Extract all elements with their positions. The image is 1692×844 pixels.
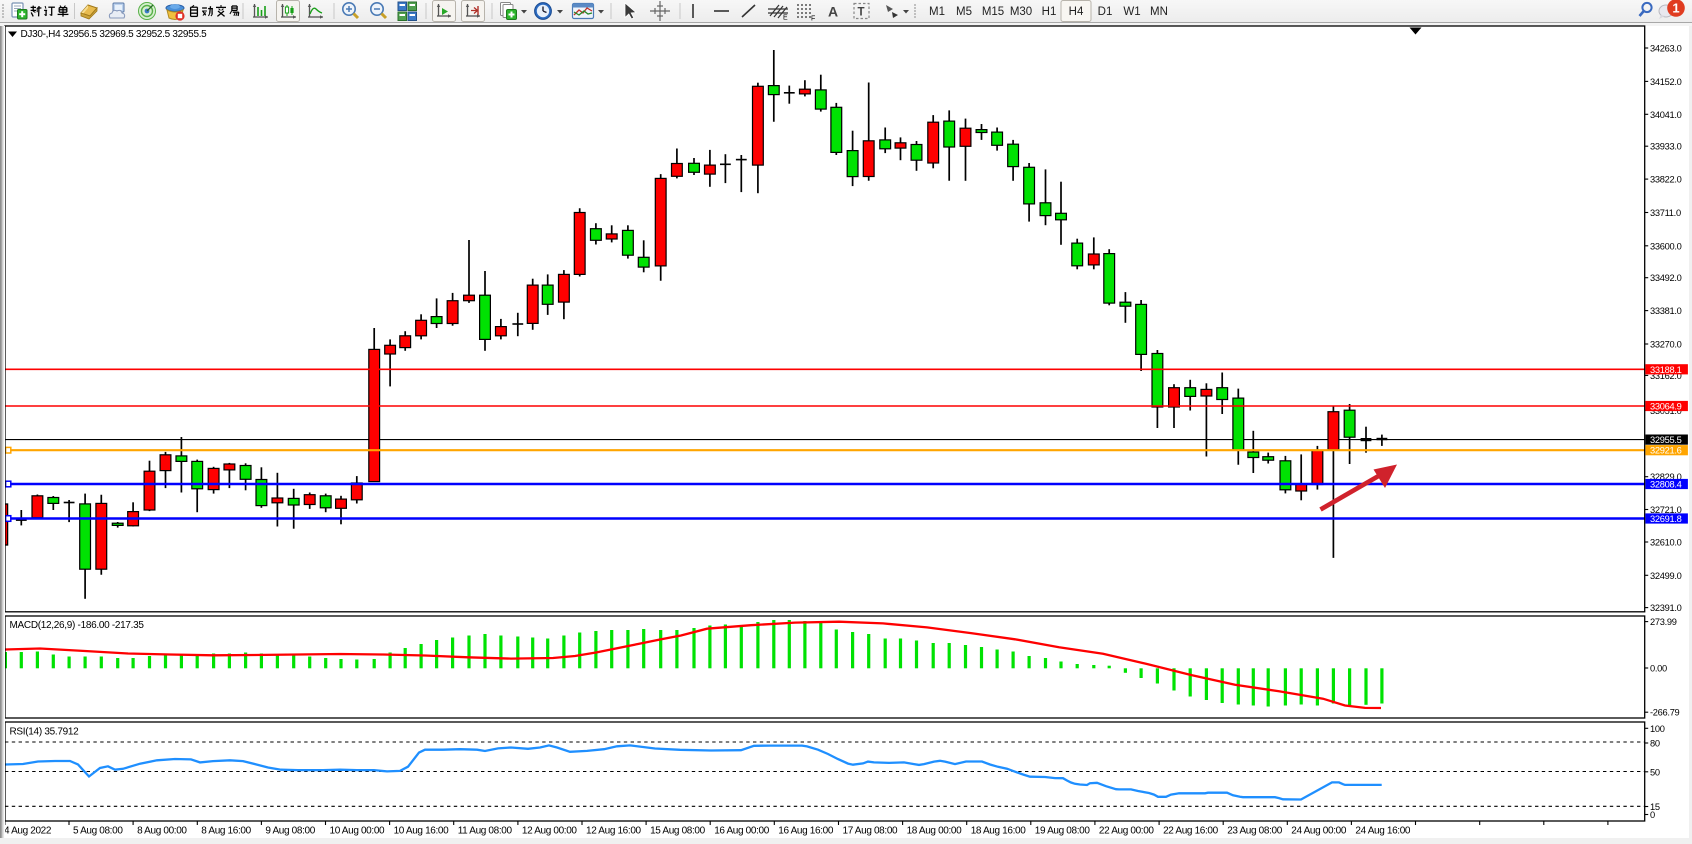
svg-text:12 Aug 00:00: 12 Aug 00:00 bbox=[522, 826, 578, 837]
svg-text:4 Aug 2022: 4 Aug 2022 bbox=[4, 826, 52, 837]
svg-text:32955.5: 32955.5 bbox=[1650, 435, 1682, 445]
svg-text:H4: H4 bbox=[1069, 6, 1084, 18]
svg-text:10 Aug 00:00: 10 Aug 00:00 bbox=[330, 826, 386, 837]
svg-text:16 Aug 00:00: 16 Aug 00:00 bbox=[714, 826, 770, 837]
svg-text:A: A bbox=[828, 4, 838, 20]
svg-text:33711.0: 33711.0 bbox=[1650, 208, 1681, 218]
svg-text:23 Aug 08:00: 23 Aug 08:00 bbox=[1227, 826, 1283, 837]
svg-text:33162.0: 33162.0 bbox=[1650, 371, 1682, 381]
svg-text:32391.0: 32391.0 bbox=[1650, 603, 1682, 613]
svg-text:33933.0: 33933.0 bbox=[1650, 142, 1682, 152]
svg-text:5 Aug 08:00: 5 Aug 08:00 bbox=[73, 826, 123, 837]
svg-text:34263.0: 34263.0 bbox=[1650, 44, 1682, 54]
svg-text:32808.4: 32808.4 bbox=[1650, 480, 1682, 490]
svg-text:33188.1: 33188.1 bbox=[1650, 365, 1682, 375]
svg-text:80: 80 bbox=[1650, 739, 1660, 749]
svg-text:9 Aug 08:00: 9 Aug 08:00 bbox=[265, 826, 315, 837]
svg-text:12 Aug 16:00: 12 Aug 16:00 bbox=[586, 826, 642, 837]
svg-text:100: 100 bbox=[1650, 724, 1665, 734]
svg-text:M15: M15 bbox=[982, 6, 1004, 18]
svg-text:15 Aug 08:00: 15 Aug 08:00 bbox=[650, 826, 706, 837]
svg-text:0.00: 0.00 bbox=[1650, 664, 1667, 674]
svg-text:15: 15 bbox=[1650, 802, 1660, 812]
svg-text:19 Aug 08:00: 19 Aug 08:00 bbox=[1035, 826, 1091, 837]
svg-text:34041.0: 34041.0 bbox=[1650, 110, 1682, 120]
svg-text:11 Aug 08:00: 11 Aug 08:00 bbox=[458, 826, 513, 837]
svg-text:32610.0: 32610.0 bbox=[1650, 538, 1682, 548]
svg-text:32499.0: 32499.0 bbox=[1650, 571, 1682, 581]
svg-text:18 Aug 00:00: 18 Aug 00:00 bbox=[907, 826, 963, 837]
svg-text:8 Aug 16:00: 8 Aug 16:00 bbox=[201, 826, 251, 837]
svg-text:24 Aug 00:00: 24 Aug 00:00 bbox=[1291, 826, 1347, 837]
svg-text:M1: M1 bbox=[929, 6, 945, 18]
svg-text:E: E bbox=[783, 15, 788, 22]
svg-text:10 Aug 16:00: 10 Aug 16:00 bbox=[394, 826, 450, 837]
svg-text:32721.0: 32721.0 bbox=[1650, 505, 1682, 515]
svg-text:16 Aug 16:00: 16 Aug 16:00 bbox=[778, 826, 834, 837]
svg-text:33600.0: 33600.0 bbox=[1650, 241, 1682, 251]
svg-text:24 Aug 16:00: 24 Aug 16:00 bbox=[1355, 826, 1411, 837]
svg-text:33492.0: 33492.0 bbox=[1650, 273, 1682, 283]
svg-text:32921.6: 32921.6 bbox=[1650, 446, 1682, 456]
svg-text:-266.79: -266.79 bbox=[1650, 708, 1680, 718]
svg-text:1: 1 bbox=[1672, 1, 1679, 16]
svg-text:32691.8: 32691.8 bbox=[1650, 514, 1682, 524]
svg-text:DJ30-,H4 32956.5 32969.5 3295: DJ30-,H4 32956.5 32969.5 32952.5 32955.5 bbox=[21, 29, 208, 40]
svg-text:17 Aug 08:00: 17 Aug 08:00 bbox=[843, 826, 899, 837]
svg-text:273.99: 273.99 bbox=[1650, 617, 1677, 627]
svg-text:33381.0: 33381.0 bbox=[1650, 306, 1682, 316]
svg-text:33270.0: 33270.0 bbox=[1650, 340, 1682, 350]
svg-text:F: F bbox=[811, 16, 815, 23]
svg-text:8 Aug 00:00: 8 Aug 00:00 bbox=[137, 826, 187, 837]
svg-text:18 Aug 16:00: 18 Aug 16:00 bbox=[971, 826, 1027, 837]
svg-text:50: 50 bbox=[1650, 767, 1660, 777]
svg-text:M30: M30 bbox=[1010, 6, 1032, 18]
svg-text:T: T bbox=[858, 7, 865, 19]
svg-text:D1: D1 bbox=[1098, 6, 1113, 18]
svg-text:M5: M5 bbox=[956, 6, 972, 18]
svg-text:MN: MN bbox=[1150, 6, 1168, 18]
svg-text:MACD(12,26,9) -186.00 -217.35: MACD(12,26,9) -186.00 -217.35 bbox=[10, 620, 145, 631]
svg-text:22 Aug 16:00: 22 Aug 16:00 bbox=[1163, 826, 1219, 837]
svg-text:0: 0 bbox=[1650, 810, 1655, 820]
svg-text:33064.9: 33064.9 bbox=[1650, 402, 1682, 412]
svg-text:H1: H1 bbox=[1042, 6, 1057, 18]
svg-text:34152.0: 34152.0 bbox=[1650, 77, 1682, 87]
svg-text:W1: W1 bbox=[1123, 6, 1140, 18]
svg-text:32829.0: 32829.0 bbox=[1650, 472, 1682, 482]
svg-text:33822.0: 33822.0 bbox=[1650, 175, 1682, 185]
svg-text:RSI(14) 35.7912: RSI(14) 35.7912 bbox=[10, 727, 80, 738]
svg-text:22 Aug 00:00: 22 Aug 00:00 bbox=[1099, 826, 1155, 837]
